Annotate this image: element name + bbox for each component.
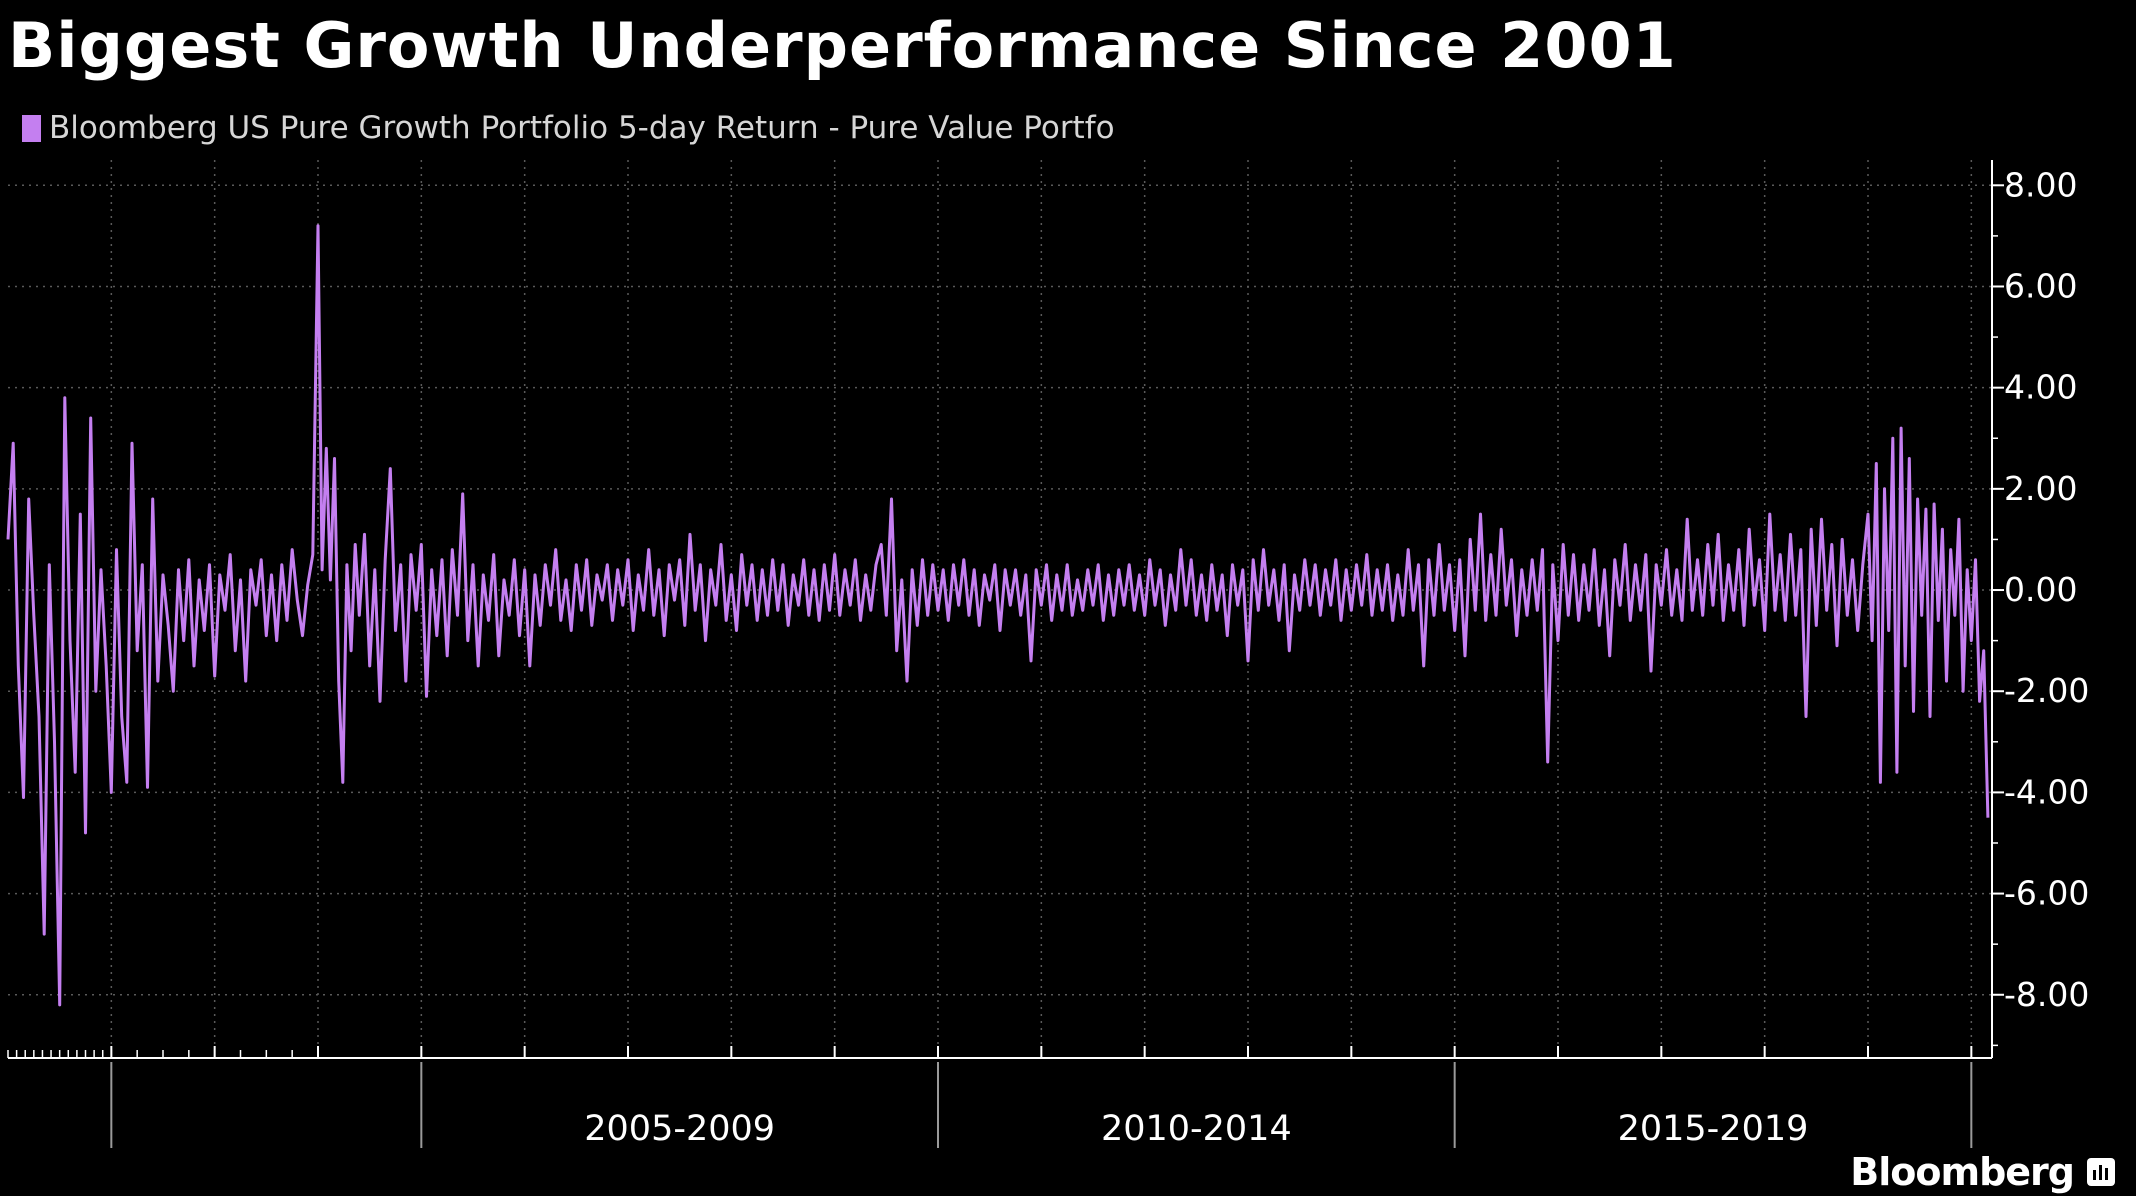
y-tick-label: -2.00 (2004, 671, 2089, 710)
y-tick-label: -8.00 (2004, 975, 2089, 1014)
x-period-label: 2015-2019 (1618, 1109, 1809, 1149)
x-period-label: 2005-2009 (584, 1109, 775, 1149)
y-tick-label: 2.00 (2004, 469, 2077, 508)
legend-label: Bloomberg US Pure Growth Portfolio 5-day… (49, 110, 1115, 146)
series-line (6, 224, 1990, 1007)
bloomberg-logo: Bloomberg (1850, 1150, 2116, 1194)
y-tick-label: 8.00 (2004, 165, 2077, 204)
legend-swatch (22, 114, 41, 142)
y-tick-label: 0.00 (2004, 570, 2077, 609)
y-tick-label: 6.00 (2004, 266, 2077, 305)
x-period-label: 2010-2014 (1101, 1109, 1292, 1149)
y-tick-label: 4.00 (2004, 368, 2077, 407)
chart-title: Biggest Growth Underperformance Since 20… (8, 9, 1677, 82)
y-tick-label: -6.00 (2004, 874, 2089, 913)
y-tick-label: -4.00 (2004, 772, 2089, 811)
legend: Bloomberg US Pure Growth Portfolio 5-day… (22, 108, 1115, 148)
bloomberg-terminal-icon (2087, 1158, 2115, 1186)
brand-name: Bloomberg (1850, 1150, 2075, 1194)
